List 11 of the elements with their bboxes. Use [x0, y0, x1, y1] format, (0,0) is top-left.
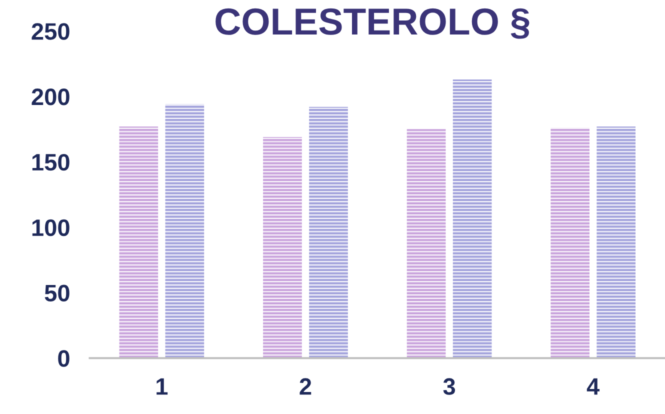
y-tick-label: 250: [32, 23, 70, 40]
y-tick-label: 0: [58, 350, 70, 367]
y-tick-label: 100: [32, 219, 70, 236]
x-tick-label: 2: [300, 378, 312, 395]
y-tick-label: 50: [44, 284, 70, 302]
x-tick-label: 1: [156, 378, 168, 395]
x-tick-label: 4: [586, 378, 600, 395]
x-tick-label: 3: [443, 378, 456, 395]
y-tick-label: 150: [32, 154, 70, 171]
y-tick-label: 200: [32, 88, 70, 106]
chart-title: COLESTEROLO §: [216, 8, 530, 39]
